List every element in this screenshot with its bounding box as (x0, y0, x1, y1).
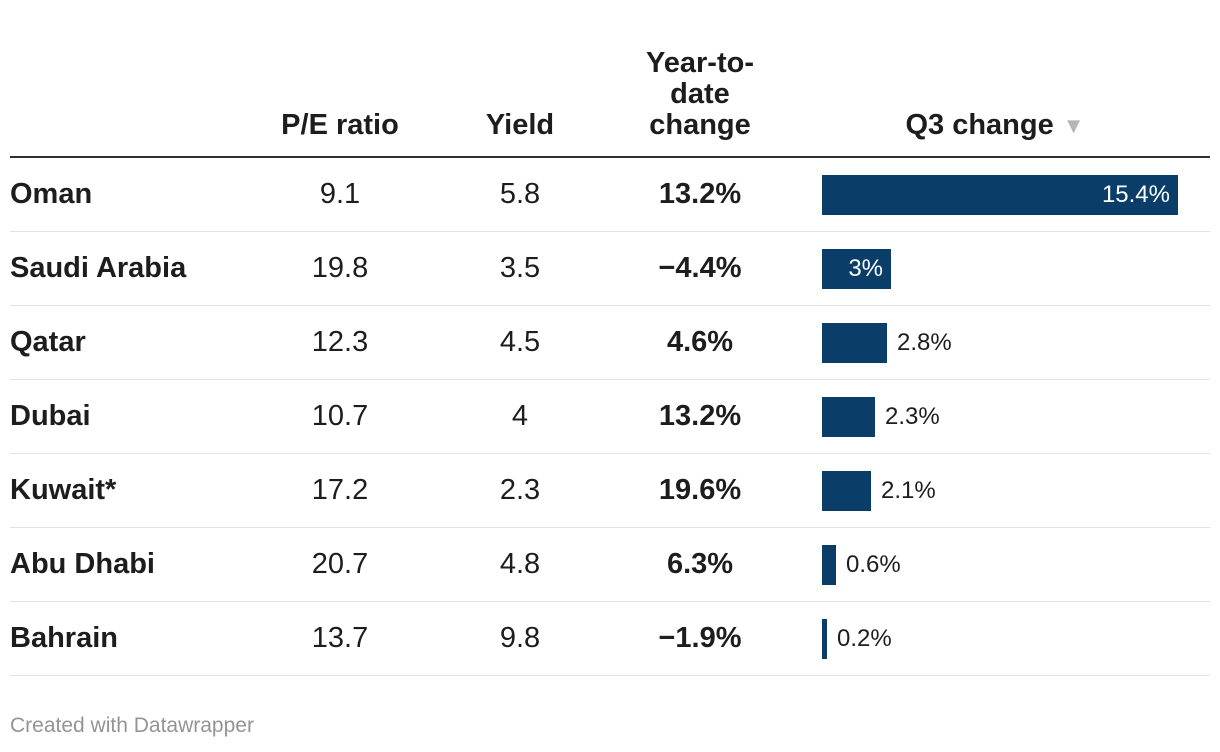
q3-change-bar: 15.4% (822, 174, 1178, 215)
table-row: Abu Dhabi 20.7 4.8 6.3% 0.6% 0.6% (10, 528, 1210, 602)
q3-change-bar: 0.6% (822, 544, 836, 585)
q3-change-bar: 2.8% (822, 322, 887, 363)
pe-cell: 19.8 (311, 252, 369, 284)
ytd-cell: 13.2% (658, 400, 742, 432)
q3-bar-cell: 2.1% 2.1% (780, 470, 1210, 511)
q3-change-bar: 2.3% (822, 396, 875, 437)
ytd-cell: 19.6% (658, 474, 742, 506)
column-header-q3-change[interactable]: Q3 change ▼ (780, 110, 1210, 141)
q3-bar-cell: 0.6% 0.6% (780, 544, 1210, 585)
ytd-cell: −1.9% (658, 622, 742, 654)
q3-bar-track: 15.4% 15.4% (822, 174, 1210, 215)
pe-cell: 13.7 (311, 622, 369, 654)
yield-cell: 4.8 (499, 548, 541, 580)
q3-bar-cell: 2.3% 2.3% (780, 396, 1210, 437)
country-cell: Dubai (10, 400, 91, 432)
q3-bar-cell: 0.2% 0.2% (780, 618, 1210, 659)
bar-value-label: 2.8% (897, 328, 952, 356)
table-row: Dubai 10.7 4 13.2% 2.3% 2.3% (10, 380, 1210, 454)
yield-cell: 9.8 (499, 622, 541, 654)
ytd-cell: 6.3% (666, 548, 734, 580)
pe-cell: 12.3 (311, 326, 369, 358)
table-row: Qatar 12.3 4.5 4.6% 2.8% 2.8% (10, 306, 1210, 380)
country-cell: Oman (10, 178, 93, 210)
table-row: Bahrain 13.7 9.8 −1.9% 0.2% 0.2% (10, 602, 1210, 676)
q3-bar-track: 3% 3% (822, 248, 1210, 289)
yield-cell: 5.8 (499, 178, 541, 210)
pe-cell: 20.7 (311, 548, 369, 580)
column-header-pe-ratio[interactable]: P/E ratio (281, 109, 399, 141)
pe-cell: 17.2 (311, 474, 369, 506)
table-header-row: P/E ratio Yield Year-to-date change Q3 c… (10, 0, 1210, 158)
country-cell: Saudi Arabia (10, 252, 187, 284)
pe-cell: 9.1 (319, 178, 361, 210)
ytd-cell: 4.6% (666, 326, 734, 358)
yield-cell: 4 (511, 400, 529, 432)
bar-value-label: 15.4% (1101, 180, 1170, 208)
country-cell: Qatar (10, 326, 86, 358)
bar-value-label: 0.2% (837, 624, 892, 652)
q3-header-label: Q3 change (905, 109, 1054, 141)
bar-value-label: 2.3% (885, 402, 940, 430)
q3-bar-track: 0.6% 0.6% (822, 544, 1210, 585)
ytd-cell: −4.4% (658, 252, 742, 284)
country-cell: Bahrain (10, 622, 118, 654)
yield-cell: 3.5 (499, 252, 541, 284)
column-header-ytd-change[interactable]: Year-to-date change (620, 48, 780, 141)
column-header-yield[interactable]: Yield (485, 109, 555, 141)
bar-value-label: 0.6% (846, 550, 901, 578)
q3-bar-track: 2.1% 2.1% (822, 470, 1210, 511)
attribution: Created with Datawrapper (10, 714, 1210, 738)
ytd-header-label: Year-to-date change (646, 47, 754, 141)
yield-cell: 4.5 (499, 326, 541, 358)
ytd-cell: 13.2% (658, 178, 742, 210)
q3-change-bar: 0.2% (822, 618, 827, 659)
country-cell: Kuwait* (10, 474, 117, 506)
q3-bar-cell: 15.4% 15.4% (780, 174, 1210, 215)
bar-value-label: 3% (848, 254, 883, 282)
table-row: Saudi Arabia 19.8 3.5 −4.4% 3% 3% (10, 232, 1210, 306)
table-row: Oman 9.1 5.8 13.2% 15.4% 15.4% (10, 158, 1210, 232)
q3-bar-track: 0.2% 0.2% (822, 618, 1210, 659)
country-cell: Abu Dhabi (10, 548, 155, 580)
bar-value-label: 2.1% (881, 476, 936, 504)
q3-bar-track: 2.8% 2.8% (822, 322, 1210, 363)
q3-change-bar: 3% (822, 248, 891, 289)
datawrapper-credit-link[interactable]: Created with Datawrapper (10, 714, 254, 737)
pe-cell: 10.7 (311, 400, 369, 432)
q3-change-bar: 2.1% (822, 470, 871, 511)
q3-bar-cell: 3% 3% (780, 248, 1210, 289)
q3-bar-cell: 2.8% 2.8% (780, 322, 1210, 363)
sort-desc-icon: ▼ (1062, 112, 1085, 138)
table-row: Kuwait* 17.2 2.3 19.6% 2.1% 2.1% (10, 454, 1210, 528)
yield-cell: 2.3 (499, 474, 541, 506)
q3-bar-track: 2.3% 2.3% (822, 396, 1210, 437)
